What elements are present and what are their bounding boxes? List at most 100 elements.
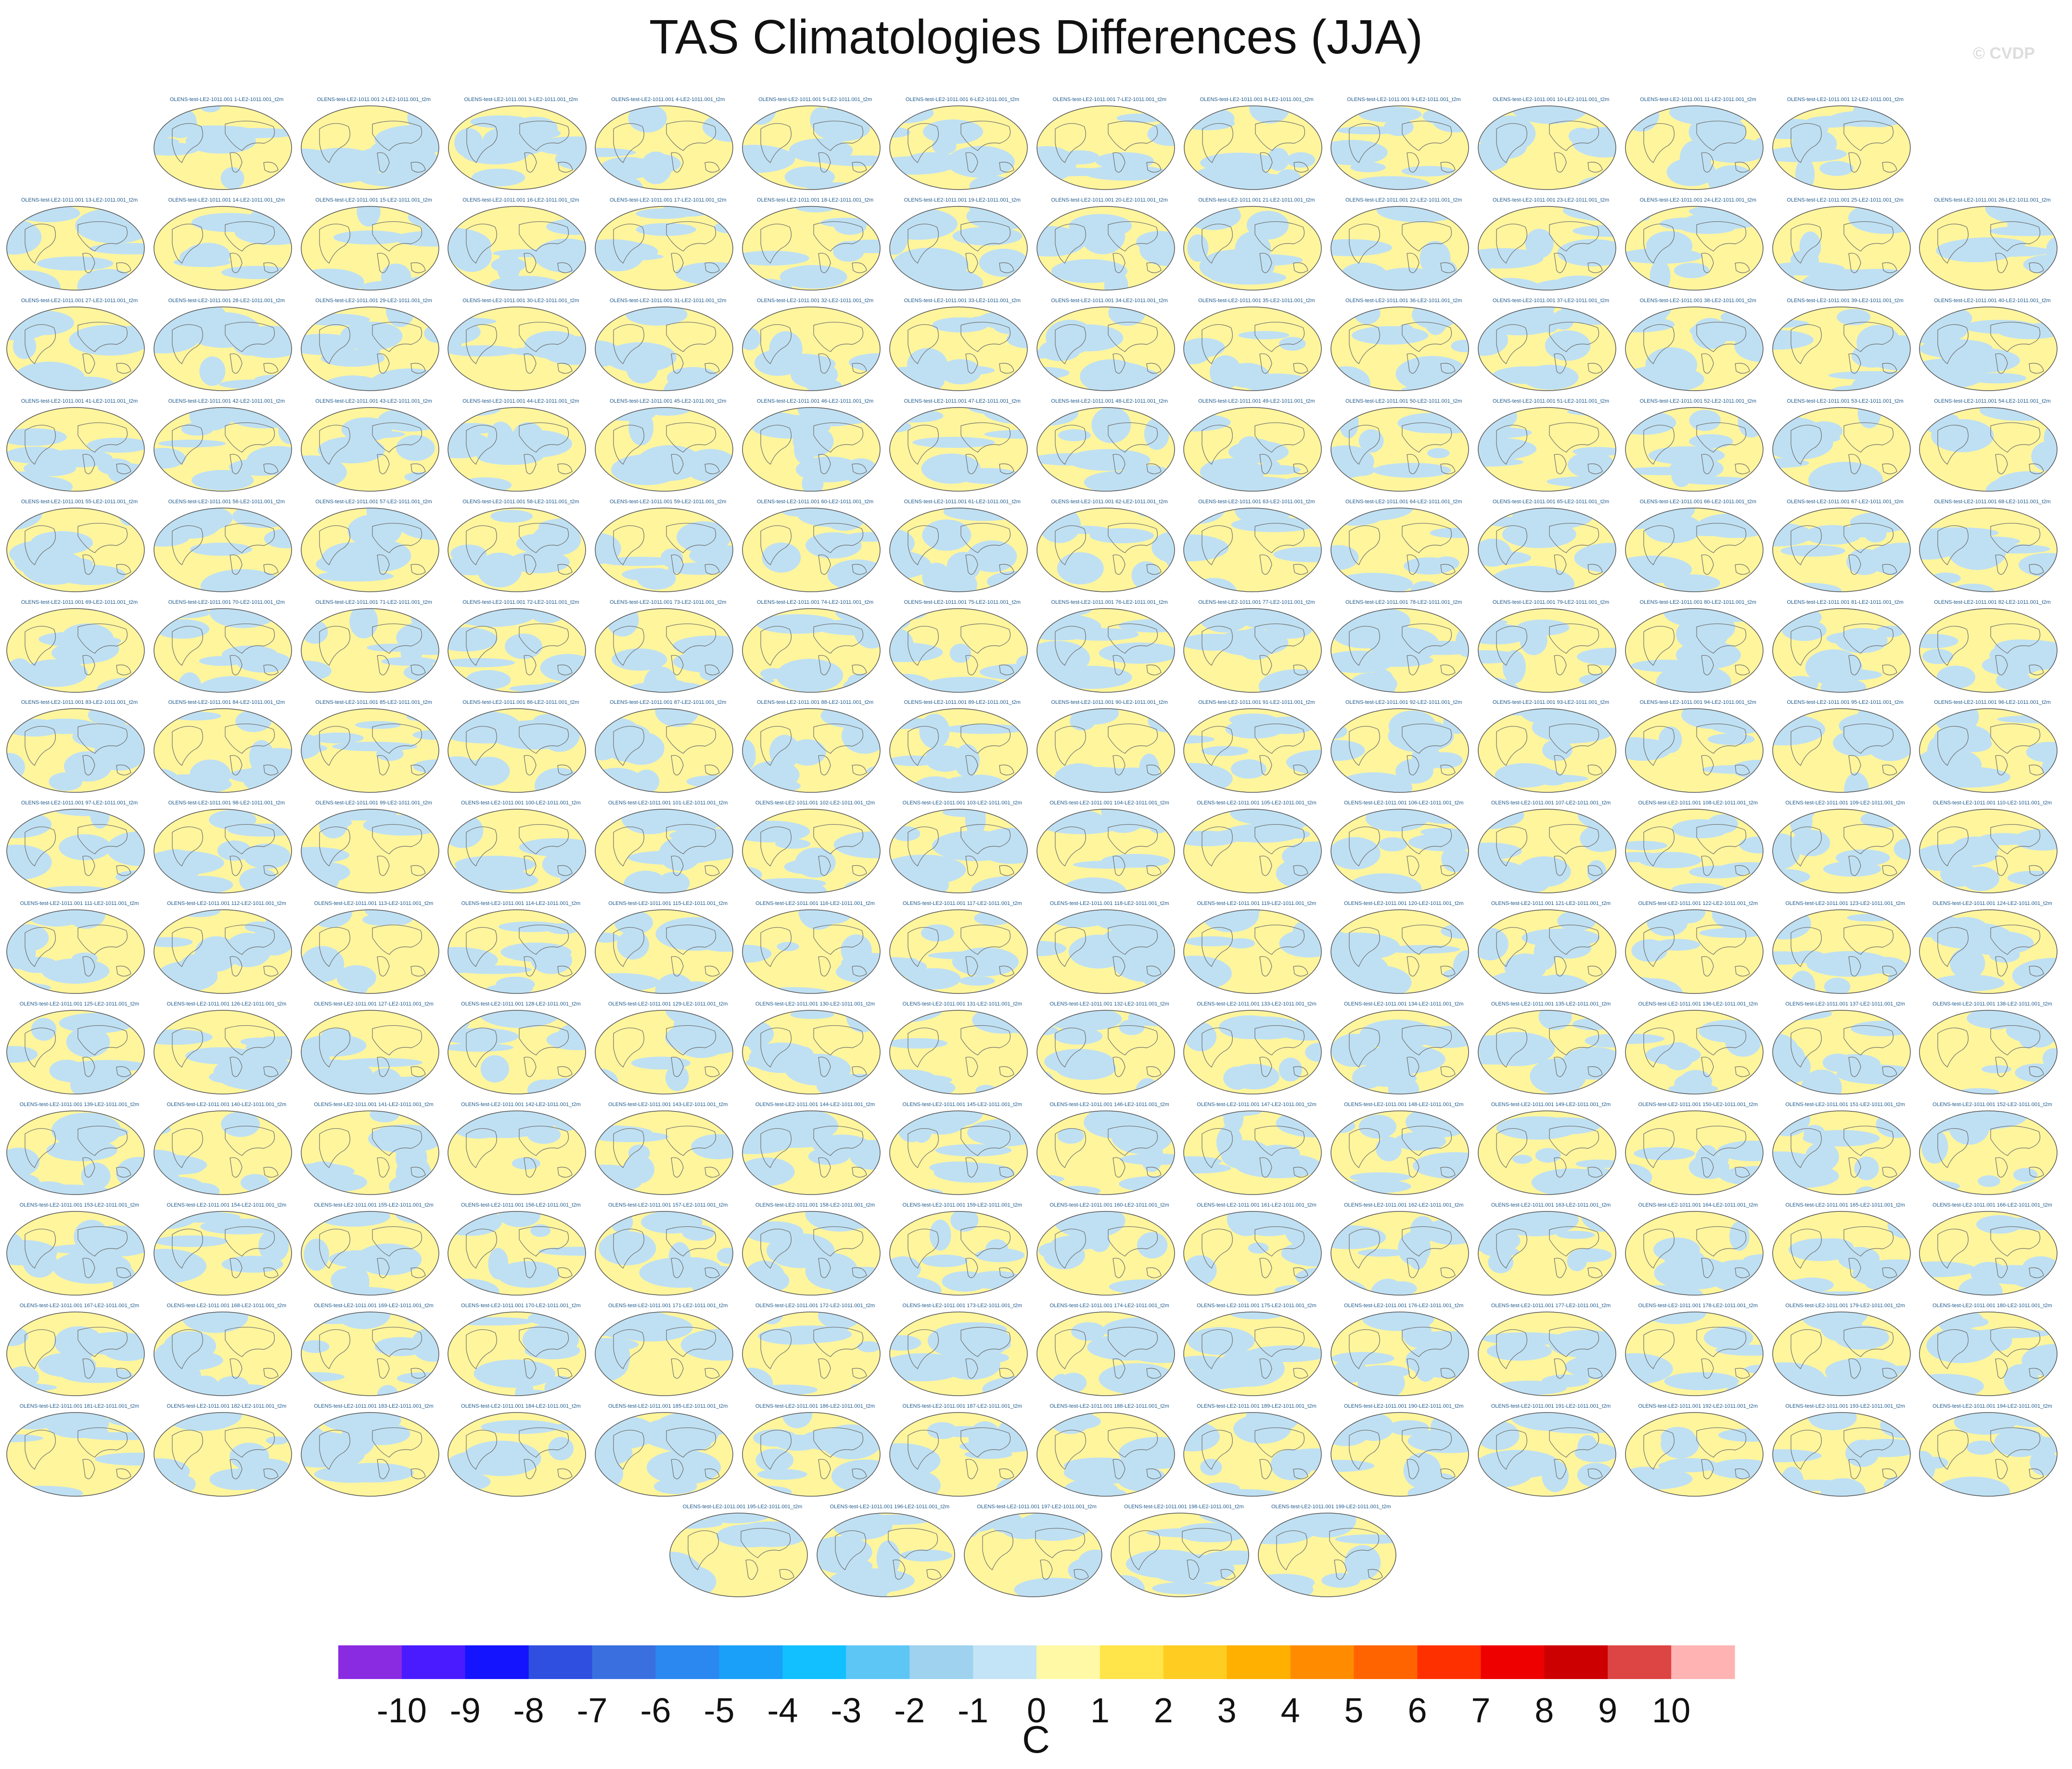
map-panel: OLENS-test-LE2-1011.001 39-LE2-1011.001_…	[1772, 297, 1919, 399]
map-panel: OLENS-test-LE2-1011.001 165-LE2-1011.001…	[1772, 1202, 1919, 1304]
colorbar-tick-label: 4	[1281, 1692, 1300, 1730]
map-panel: OLENS-test-LE2-1011.001 3-LE2-1011.001_t…	[448, 96, 595, 198]
map-panel-title: OLENS-test-LE2-1011.001 147-LE2-1011.001…	[1197, 1102, 1317, 1107]
map-panel-title: OLENS-test-LE2-1011.001 119-LE2-1011.001…	[1197, 901, 1317, 907]
world-map-image	[300, 708, 439, 793]
world-map-image	[448, 1412, 587, 1497]
map-panel: OLENS-test-LE2-1011.001 159-LE2-1011.001…	[889, 1202, 1036, 1304]
map-panel: OLENS-test-LE2-1011.001 174-LE2-1011.001…	[1036, 1302, 1183, 1404]
map-panel-title: OLENS-test-LE2-1011.001 179-LE2-1011.001…	[1785, 1302, 1905, 1309]
map-panel-title: OLENS-test-LE2-1011.001 20-LE2-1011.001_…	[1051, 197, 1168, 203]
map-panel-title: OLENS-test-LE2-1011.001 87-LE2-1011.001_…	[610, 700, 727, 706]
map-panel-title: OLENS-test-LE2-1011.001 166-LE2-1011.001…	[1932, 1202, 2052, 1208]
map-panel-title: OLENS-test-LE2-1011.001 46-LE2-1011.001_…	[756, 398, 874, 404]
world-map-image	[1625, 909, 1764, 994]
map-panel: OLENS-test-LE2-1011.001 76-LE2-1011.001_…	[1036, 599, 1183, 701]
world-map-image	[153, 1412, 292, 1497]
map-panel-title: OLENS-test-LE2-1011.001 162-LE2-1011.001…	[1343, 1202, 1464, 1208]
map-panel: OLENS-test-LE2-1011.001 148-LE2-1011.001…	[1330, 1101, 1477, 1203]
map-panel: OLENS-test-LE2-1011.001 12-LE2-1011.001_…	[1772, 96, 1919, 198]
world-map-image	[1919, 206, 2058, 291]
world-map-image	[1772, 105, 1911, 190]
map-panel: OLENS-test-LE2-1011.001 20-LE2-1011.001_…	[1036, 197, 1183, 299]
world-map-image	[1330, 1311, 1469, 1396]
map-panel: OLENS-test-LE2-1011.001 58-LE2-1011.001_…	[447, 498, 594, 600]
map-panel-title: OLENS-test-LE2-1011.001 159-LE2-1011.001…	[902, 1202, 1023, 1208]
map-panel: OLENS-test-LE2-1011.001 128-LE2-1011.001…	[447, 1001, 594, 1103]
world-map-image	[1772, 1211, 1911, 1296]
world-map-image	[1183, 105, 1322, 190]
map-panel-title: OLENS-test-LE2-1011.001 97-LE2-1011.001_…	[21, 800, 138, 806]
colorbar-box	[1671, 1645, 1735, 1679]
map-panel-title: OLENS-test-LE2-1011.001 44-LE2-1011.001_…	[462, 398, 579, 404]
world-map-image	[742, 809, 881, 894]
colorbar-tick-label: -4	[767, 1692, 798, 1730]
world-map-image	[1183, 608, 1322, 693]
map-panel-title: OLENS-test-LE2-1011.001 86-LE2-1011.001_…	[462, 700, 579, 706]
map-panel-title: OLENS-test-LE2-1011.001 156-LE2-1011.001…	[461, 1202, 581, 1208]
map-panel: OLENS-test-LE2-1011.001 40-LE2-1011.001_…	[1919, 297, 2066, 399]
map-panel: OLENS-test-LE2-1011.001 137-LE2-1011.001…	[1772, 1001, 1919, 1103]
colorbar-tick-label: -1	[958, 1692, 988, 1730]
world-map-image	[595, 708, 733, 793]
map-panel: OLENS-test-LE2-1011.001 109-LE2-1011.001…	[1772, 800, 1919, 902]
world-map-image	[1183, 809, 1322, 894]
map-panel: OLENS-test-LE2-1011.001 19-LE2-1011.001_…	[889, 197, 1036, 299]
world-map-image	[1478, 105, 1616, 190]
map-panel-title: OLENS-test-LE2-1011.001 139-LE2-1011.001…	[19, 1102, 140, 1107]
world-map-image	[889, 507, 1028, 592]
world-map-image	[889, 708, 1028, 793]
world-map-image	[1258, 1512, 1396, 1597]
world-map-image	[963, 1512, 1102, 1597]
world-map-image	[742, 1311, 881, 1396]
map-panel-title: OLENS-test-LE2-1011.001 90-LE2-1011.001_…	[1051, 700, 1168, 706]
map-panel-title: OLENS-test-LE2-1011.001 113-LE2-1011.001…	[314, 901, 434, 907]
map-panel: OLENS-test-LE2-1011.001 116-LE2-1011.001…	[742, 900, 889, 1002]
map-panel-title: OLENS-test-LE2-1011.001 180-LE2-1011.001…	[1932, 1302, 2052, 1309]
world-map-image	[742, 1010, 881, 1094]
world-map-image	[153, 1110, 292, 1195]
map-panel-title: OLENS-test-LE2-1011.001 172-LE2-1011.001…	[755, 1302, 875, 1309]
map-panel: OLENS-test-LE2-1011.001 153-LE2-1011.001…	[6, 1202, 153, 1304]
map-panel: OLENS-test-LE2-1011.001 91-LE2-1011.001_…	[1183, 699, 1330, 801]
map-panel-title: OLENS-test-LE2-1011.001 131-LE2-1011.001…	[902, 1001, 1023, 1007]
world-map-image	[1478, 909, 1616, 994]
map-panel-title: OLENS-test-LE2-1011.001 57-LE2-1011.001_…	[315, 498, 432, 505]
colorbar-box	[338, 1645, 402, 1679]
map-panel-title: OLENS-test-LE2-1011.001 7-LE2-1011.001_t…	[1052, 97, 1166, 102]
world-map-image	[742, 407, 881, 492]
world-map-image	[1625, 608, 1764, 693]
world-map-image	[1772, 1412, 1911, 1497]
world-map-image	[1919, 407, 2058, 492]
world-map-image	[1625, 407, 1764, 492]
map-panel-title: OLENS-test-LE2-1011.001 101-LE2-1011.001…	[608, 800, 728, 806]
map-panel-title: OLENS-test-LE2-1011.001 155-LE2-1011.001…	[314, 1202, 434, 1208]
map-panel-title: OLENS-test-LE2-1011.001 55-LE2-1011.001_…	[21, 498, 138, 505]
world-map-image	[1036, 206, 1175, 291]
world-map-image	[1183, 306, 1322, 391]
map-panel-title: OLENS-test-LE2-1011.001 111-LE2-1011.001…	[20, 901, 139, 907]
map-panel: OLENS-test-LE2-1011.001 54-LE2-1011.001_…	[1919, 398, 2066, 500]
map-panel: OLENS-test-LE2-1011.001 86-LE2-1011.001_…	[447, 699, 594, 801]
world-map-image	[1478, 407, 1616, 492]
colorbar-unit-label: C	[1022, 1718, 1050, 1761]
colorbar-box	[782, 1645, 846, 1679]
map-panel: OLENS-test-LE2-1011.001 179-LE2-1011.001…	[1772, 1302, 1919, 1404]
world-map-image	[1772, 1311, 1911, 1396]
map-panel: OLENS-test-LE2-1011.001 152-LE2-1011.001…	[1919, 1101, 2066, 1203]
colorbar-box	[465, 1645, 529, 1679]
world-map-image	[300, 1412, 439, 1497]
map-panel: OLENS-test-LE2-1011.001 26-LE2-1011.001_…	[1919, 197, 2066, 299]
world-map-image	[448, 1010, 587, 1094]
map-panel: OLENS-test-LE2-1011.001 162-LE2-1011.001…	[1330, 1202, 1477, 1304]
map-panel-title: OLENS-test-LE2-1011.001 169-LE2-1011.001…	[314, 1302, 434, 1309]
map-panel: OLENS-test-LE2-1011.001 120-LE2-1011.001…	[1330, 900, 1477, 1002]
world-map-image	[1183, 909, 1322, 994]
world-map-image	[1919, 1211, 2058, 1296]
map-panel-title: OLENS-test-LE2-1011.001 137-LE2-1011.001…	[1785, 1001, 1905, 1007]
map-panel: OLENS-test-LE2-1011.001 173-LE2-1011.001…	[889, 1302, 1036, 1404]
map-panel-title: OLENS-test-LE2-1011.001 182-LE2-1011.001…	[166, 1403, 287, 1409]
map-panel-title: OLENS-test-LE2-1011.001 163-LE2-1011.001…	[1491, 1202, 1611, 1208]
map-panel: OLENS-test-LE2-1011.001 8-LE2-1011.001_t…	[1183, 96, 1330, 198]
map-panel-title: OLENS-test-LE2-1011.001 21-LE2-1011.001_…	[1198, 197, 1315, 203]
